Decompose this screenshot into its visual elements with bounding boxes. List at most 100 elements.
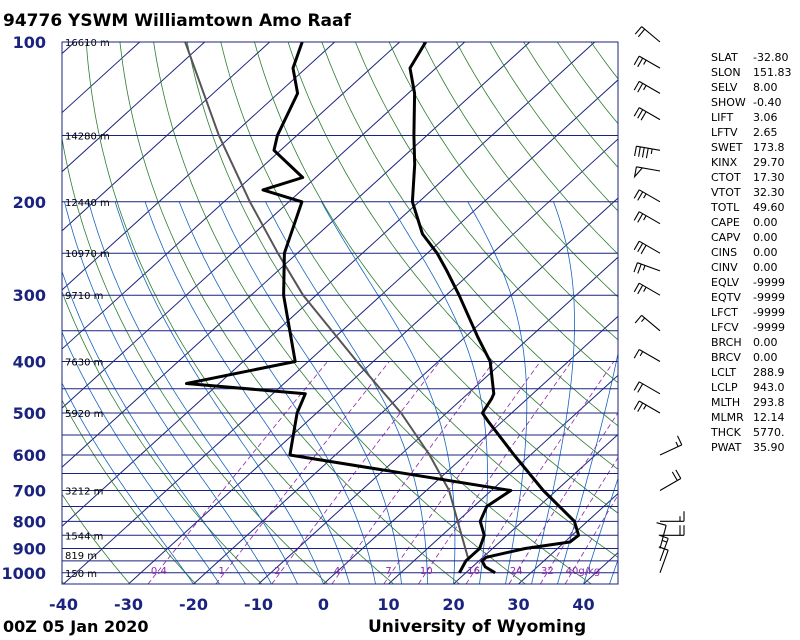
- height-label: 12440 m: [65, 198, 110, 209]
- wind-barb-shape: [656, 522, 667, 549]
- index-value: 35.90: [753, 441, 785, 454]
- index-row: SWET 173.8: [711, 140, 797, 155]
- pressure-tick-label: 400: [13, 353, 46, 372]
- index-value: 0.00: [753, 231, 778, 244]
- wind-barb: [633, 80, 661, 94]
- index-name: SWET: [711, 141, 743, 154]
- mixing-ratio-line: [508, 412, 618, 584]
- isotherm: [323, 315, 618, 584]
- mixing-ratio-line: [215, 361, 390, 584]
- pressure-tick-label: 500: [13, 404, 46, 423]
- index-row: LIFT 3.06: [711, 110, 797, 125]
- wind-barb-shape: [659, 469, 682, 491]
- wind-barb: [660, 511, 685, 522]
- moist-adiabat: [218, 201, 402, 584]
- wind-barb: [660, 525, 685, 536]
- index-row: LFTV 2.65: [711, 125, 797, 140]
- index-name: VTOT: [711, 186, 741, 199]
- isotherm: [62, 42, 76, 55]
- dry-adiabat: [220, 42, 618, 558]
- temperature-tick-label: -20: [179, 595, 208, 614]
- index-row: TOTL 49.60: [711, 200, 797, 215]
- temperature-tick-label: -30: [114, 595, 143, 614]
- index-row: EQLV -9999: [711, 275, 797, 290]
- moist-adiabat: [114, 201, 324, 584]
- index-name: MLTH: [711, 396, 741, 409]
- dry-adiabat: [388, 42, 618, 341]
- wind-barb-shape: [633, 55, 661, 69]
- mixing-ratio-label: 7: [385, 566, 391, 577]
- isotherm: [193, 197, 618, 584]
- temperature-tick-label: 30: [507, 595, 529, 614]
- index-value: 293.8: [753, 396, 785, 409]
- mixing-ratio-label: 4: [334, 566, 340, 577]
- wind-barb: [634, 26, 661, 43]
- wind-barb: [634, 314, 661, 332]
- index-value: -0.40: [753, 96, 782, 109]
- index-value: 0.00: [753, 351, 778, 364]
- wind-barb: [633, 400, 661, 414]
- wind-barb-shape: [634, 314, 661, 332]
- wind-barb: [633, 381, 661, 395]
- moist-adiabat: [178, 201, 376, 584]
- plot-frame: [61, 41, 619, 585]
- wind-barb: [656, 522, 667, 549]
- moist-adiabat: [144, 201, 350, 584]
- isotherm: [62, 42, 206, 173]
- mixing-ratio-line: [147, 361, 328, 584]
- moist-adiabat: [388, 201, 488, 584]
- pressure-tick-label: 700: [13, 482, 46, 501]
- pressure-tick-label: 300: [13, 286, 46, 305]
- index-value: 29.70: [753, 156, 785, 169]
- wind-barb: [633, 107, 661, 121]
- index-value: 173.8: [753, 141, 785, 154]
- height-label: 819 m: [65, 551, 97, 562]
- index-name: MLMR: [711, 411, 744, 424]
- dry-adiabat: [321, 42, 618, 427]
- index-name: LFCV: [711, 321, 739, 334]
- wind-barb-shape: [633, 240, 661, 255]
- pressure-tick-label: 800: [13, 512, 46, 531]
- wind-barb-shape: [633, 166, 661, 179]
- index-value: 12.14: [753, 411, 785, 424]
- wind-barb: [659, 435, 683, 456]
- index-name: SLON: [711, 66, 741, 79]
- pressure-tick-label: 200: [13, 193, 46, 212]
- mixing-ratio-label: 16: [467, 566, 480, 577]
- wind-barb-shape: [633, 282, 661, 296]
- wind-barb: [659, 469, 682, 491]
- index-row: SELV 8.00: [711, 80, 797, 95]
- index-name: CAPV: [711, 231, 741, 244]
- wind-barb-shape: [659, 435, 683, 456]
- mixing-ratio-label: 1: [219, 566, 225, 577]
- index-value: 0.00: [753, 246, 778, 259]
- wind-barb-shape: [633, 349, 661, 362]
- index-name: CAPE: [711, 216, 740, 229]
- index-row: MLTH 293.8: [711, 395, 797, 410]
- moist-adiabat: [62, 331, 220, 584]
- wind-barb-shape: [660, 511, 685, 522]
- index-name: BRCV: [711, 351, 741, 364]
- index-name: SHOW: [711, 96, 746, 109]
- wind-barb-shape: [633, 211, 661, 225]
- index-value: 151.83: [753, 66, 792, 79]
- index-value: 17.30: [753, 171, 785, 184]
- wind-barb: [633, 189, 661, 203]
- temperature-tick-label: 40: [572, 595, 594, 614]
- index-row: SLAT -32.80: [711, 50, 797, 65]
- wind-barb-shape: [633, 262, 661, 274]
- dry-adiabat: [254, 42, 618, 514]
- wind-barb: [633, 211, 661, 225]
- wind-barb: [633, 282, 661, 296]
- dry-adiabat: [62, 580, 65, 584]
- height-label: 1544 m: [65, 531, 103, 542]
- isotherm: [62, 42, 271, 232]
- mixing-ratio-line: [331, 361, 495, 584]
- index-row: BRCV 0.00: [711, 350, 797, 365]
- wind-barb: [633, 55, 661, 69]
- index-value: -9999: [753, 291, 785, 304]
- temperature-tick-label: 0: [318, 595, 329, 614]
- height-label: 7630 m: [65, 358, 103, 369]
- dry-adiabat: [119, 42, 460, 584]
- wind-barb-shape: [633, 80, 661, 94]
